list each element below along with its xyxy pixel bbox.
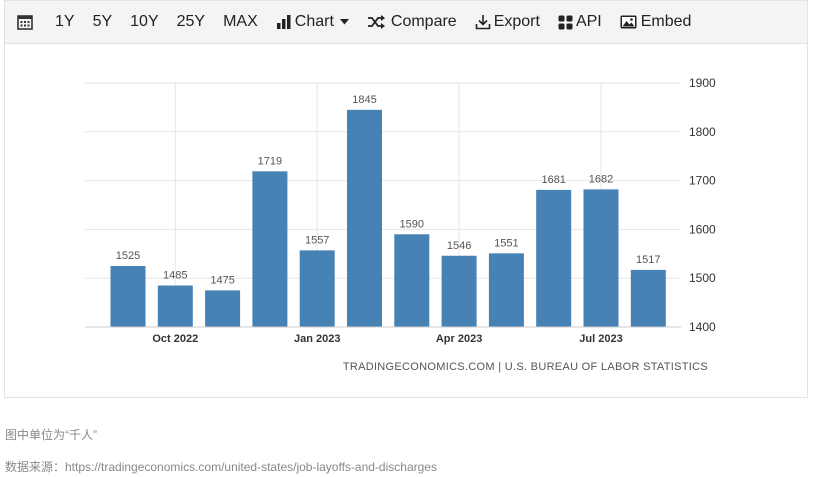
bar-value-label: 1590 [400,218,424,230]
caret-down-icon [339,19,349,25]
export-button[interactable]: Export [475,1,540,44]
bar [252,171,288,327]
range-25y-button[interactable]: 25Y [176,13,206,30]
source-note: 数据来源：https://tradingeconomics.com/united… [5,460,437,474]
bar-value-label: 1682 [589,173,613,185]
calendar-button[interactable] [17,1,33,44]
bar-value-label: 1525 [116,250,140,262]
bar [630,269,666,327]
y-tick-label: 1600 [689,222,716,236]
download-icon [475,14,491,30]
chart-type-label: Chart [294,13,334,30]
y-tick-label: 1900 [689,76,716,90]
x-tick-label: Jan 2023 [294,333,340,345]
bar [205,290,241,327]
chart-toolbar: 1Y 5Y 10Y 25Y MAX Chart [5,1,807,44]
bar-value-label: 1517 [636,254,660,266]
bar-value-label: 1551 [494,237,518,249]
bar [536,189,572,327]
shuffle-icon [367,15,385,29]
bar [441,255,477,327]
bar-value-label: 1681 [541,174,565,186]
embed-button[interactable]: Embed [620,1,692,44]
bar-chart: 1400 1500 1600 1700 1800 1900 1525 1485 1475 1719… [85,76,716,373]
bar-value-label: 1546 [447,240,471,252]
chart-type-dropdown[interactable]: Chart [276,1,349,44]
bar-value-label: 1557 [305,234,329,246]
api-grid-icon [558,15,573,30]
image-icon [620,15,637,29]
chart-watermark: TRADINGECONOMICS.COM | U.S. BUREAU OF LA… [343,361,708,373]
y-tick-label: 1500 [689,271,716,285]
bar [394,234,430,327]
x-tick-label: Jul 2023 [579,333,622,345]
y-tick-label: 1800 [689,125,716,139]
bar-value-label: 1475 [210,274,234,286]
range-max-button[interactable]: MAX [223,13,258,30]
compare-label: Compare [390,13,457,30]
x-tick-label: Oct 2022 [152,333,198,345]
range-5y-button[interactable]: 5Y [92,13,113,30]
calendar-icon [17,14,33,30]
y-tick-label: 1400 [689,320,716,334]
compare-button[interactable]: Compare [367,1,457,44]
unit-note: 图中单位为“千人” [5,428,97,442]
chart-panel: 1Y 5Y 10Y 25Y MAX Chart [4,0,808,398]
export-label: Export [493,13,540,30]
x-tick-label: Apr 2023 [436,333,482,345]
api-label: API [575,13,602,30]
bar [347,109,382,327]
bar [110,266,146,327]
bar-chart-icon [276,15,292,29]
bar-value-label: 1485 [163,270,187,282]
embed-label: Embed [640,13,692,30]
bar-value-label: 1719 [258,155,282,167]
range-1y-button[interactable]: 1Y [55,13,75,30]
range-10y-button[interactable]: 10Y [130,13,159,30]
bar [299,250,335,327]
bar [488,253,524,327]
api-button[interactable]: API [558,1,602,44]
bar [157,285,193,327]
bar [583,189,619,327]
y-tick-label: 1700 [689,174,716,188]
bar-value-label: 1845 [352,94,376,106]
